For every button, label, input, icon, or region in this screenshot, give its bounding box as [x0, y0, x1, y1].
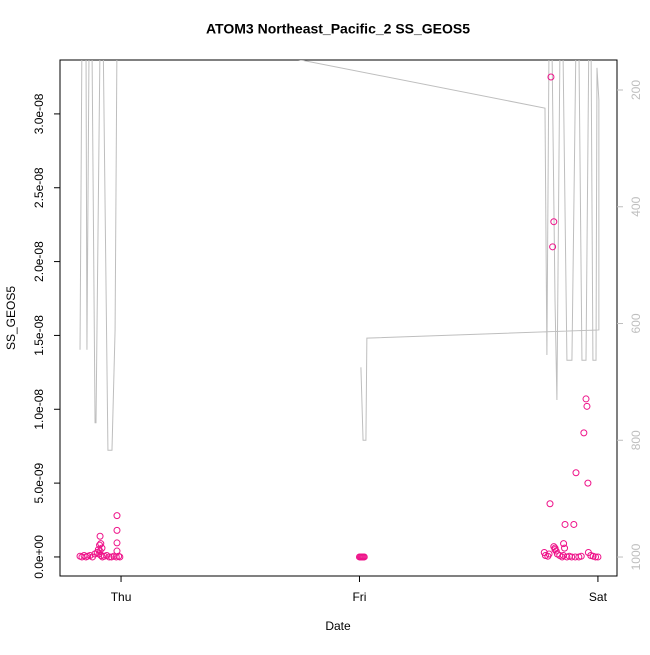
point [572, 469, 580, 477]
point [594, 553, 602, 561]
y-axis-label: SS_GEOS5 [4, 286, 18, 350]
line [79, 60, 600, 451]
y-tick-label: 0.0e+00 [32, 535, 46, 579]
point [113, 526, 121, 534]
point [584, 479, 592, 487]
point [96, 547, 104, 555]
point [583, 402, 591, 410]
point [561, 520, 569, 528]
y2-tick-label: 400 [629, 196, 643, 216]
y2-tick-label: 600 [629, 313, 643, 333]
point [113, 512, 121, 520]
point [550, 218, 558, 226]
plot-area [76, 60, 602, 561]
point [560, 540, 568, 548]
point [570, 520, 578, 528]
point [592, 553, 600, 561]
point [545, 550, 553, 558]
y-tick-label: 3.0e-08 [32, 93, 46, 134]
y-tick-label: 2.0e-08 [32, 241, 46, 282]
point [568, 553, 576, 561]
y-tick-label: 2.5e-08 [32, 167, 46, 208]
y2-tick-label: 800 [629, 430, 643, 450]
y2-tick-label: 200 [629, 80, 643, 100]
point [551, 546, 559, 554]
point [546, 500, 554, 508]
point [547, 73, 555, 81]
point [580, 429, 588, 437]
point [96, 532, 104, 540]
x-axis-label: Date [325, 619, 351, 633]
y2-tick-label: 1000 [629, 543, 643, 570]
point [105, 553, 113, 561]
point [94, 546, 102, 554]
point [360, 553, 368, 561]
x-tick-label: Thu [111, 590, 132, 604]
y-tick-label: 5.0e-09 [32, 462, 46, 503]
y-tick-label: 1.0e-08 [32, 389, 46, 430]
point [582, 395, 590, 403]
x-tick-label: Fri [352, 590, 366, 604]
point [113, 539, 121, 547]
point [549, 243, 557, 251]
point [558, 553, 566, 561]
chart-title: ATOM3 Northeast_Pacific_2 SS_GEOS5 [206, 21, 470, 37]
point [561, 544, 569, 552]
y-tick-label: 1.5e-08 [32, 315, 46, 356]
x-tick-label: Sat [589, 590, 608, 604]
point [116, 553, 124, 561]
point [115, 552, 123, 560]
plot-frame [59, 59, 618, 577]
point [577, 552, 585, 560]
point [97, 540, 105, 548]
